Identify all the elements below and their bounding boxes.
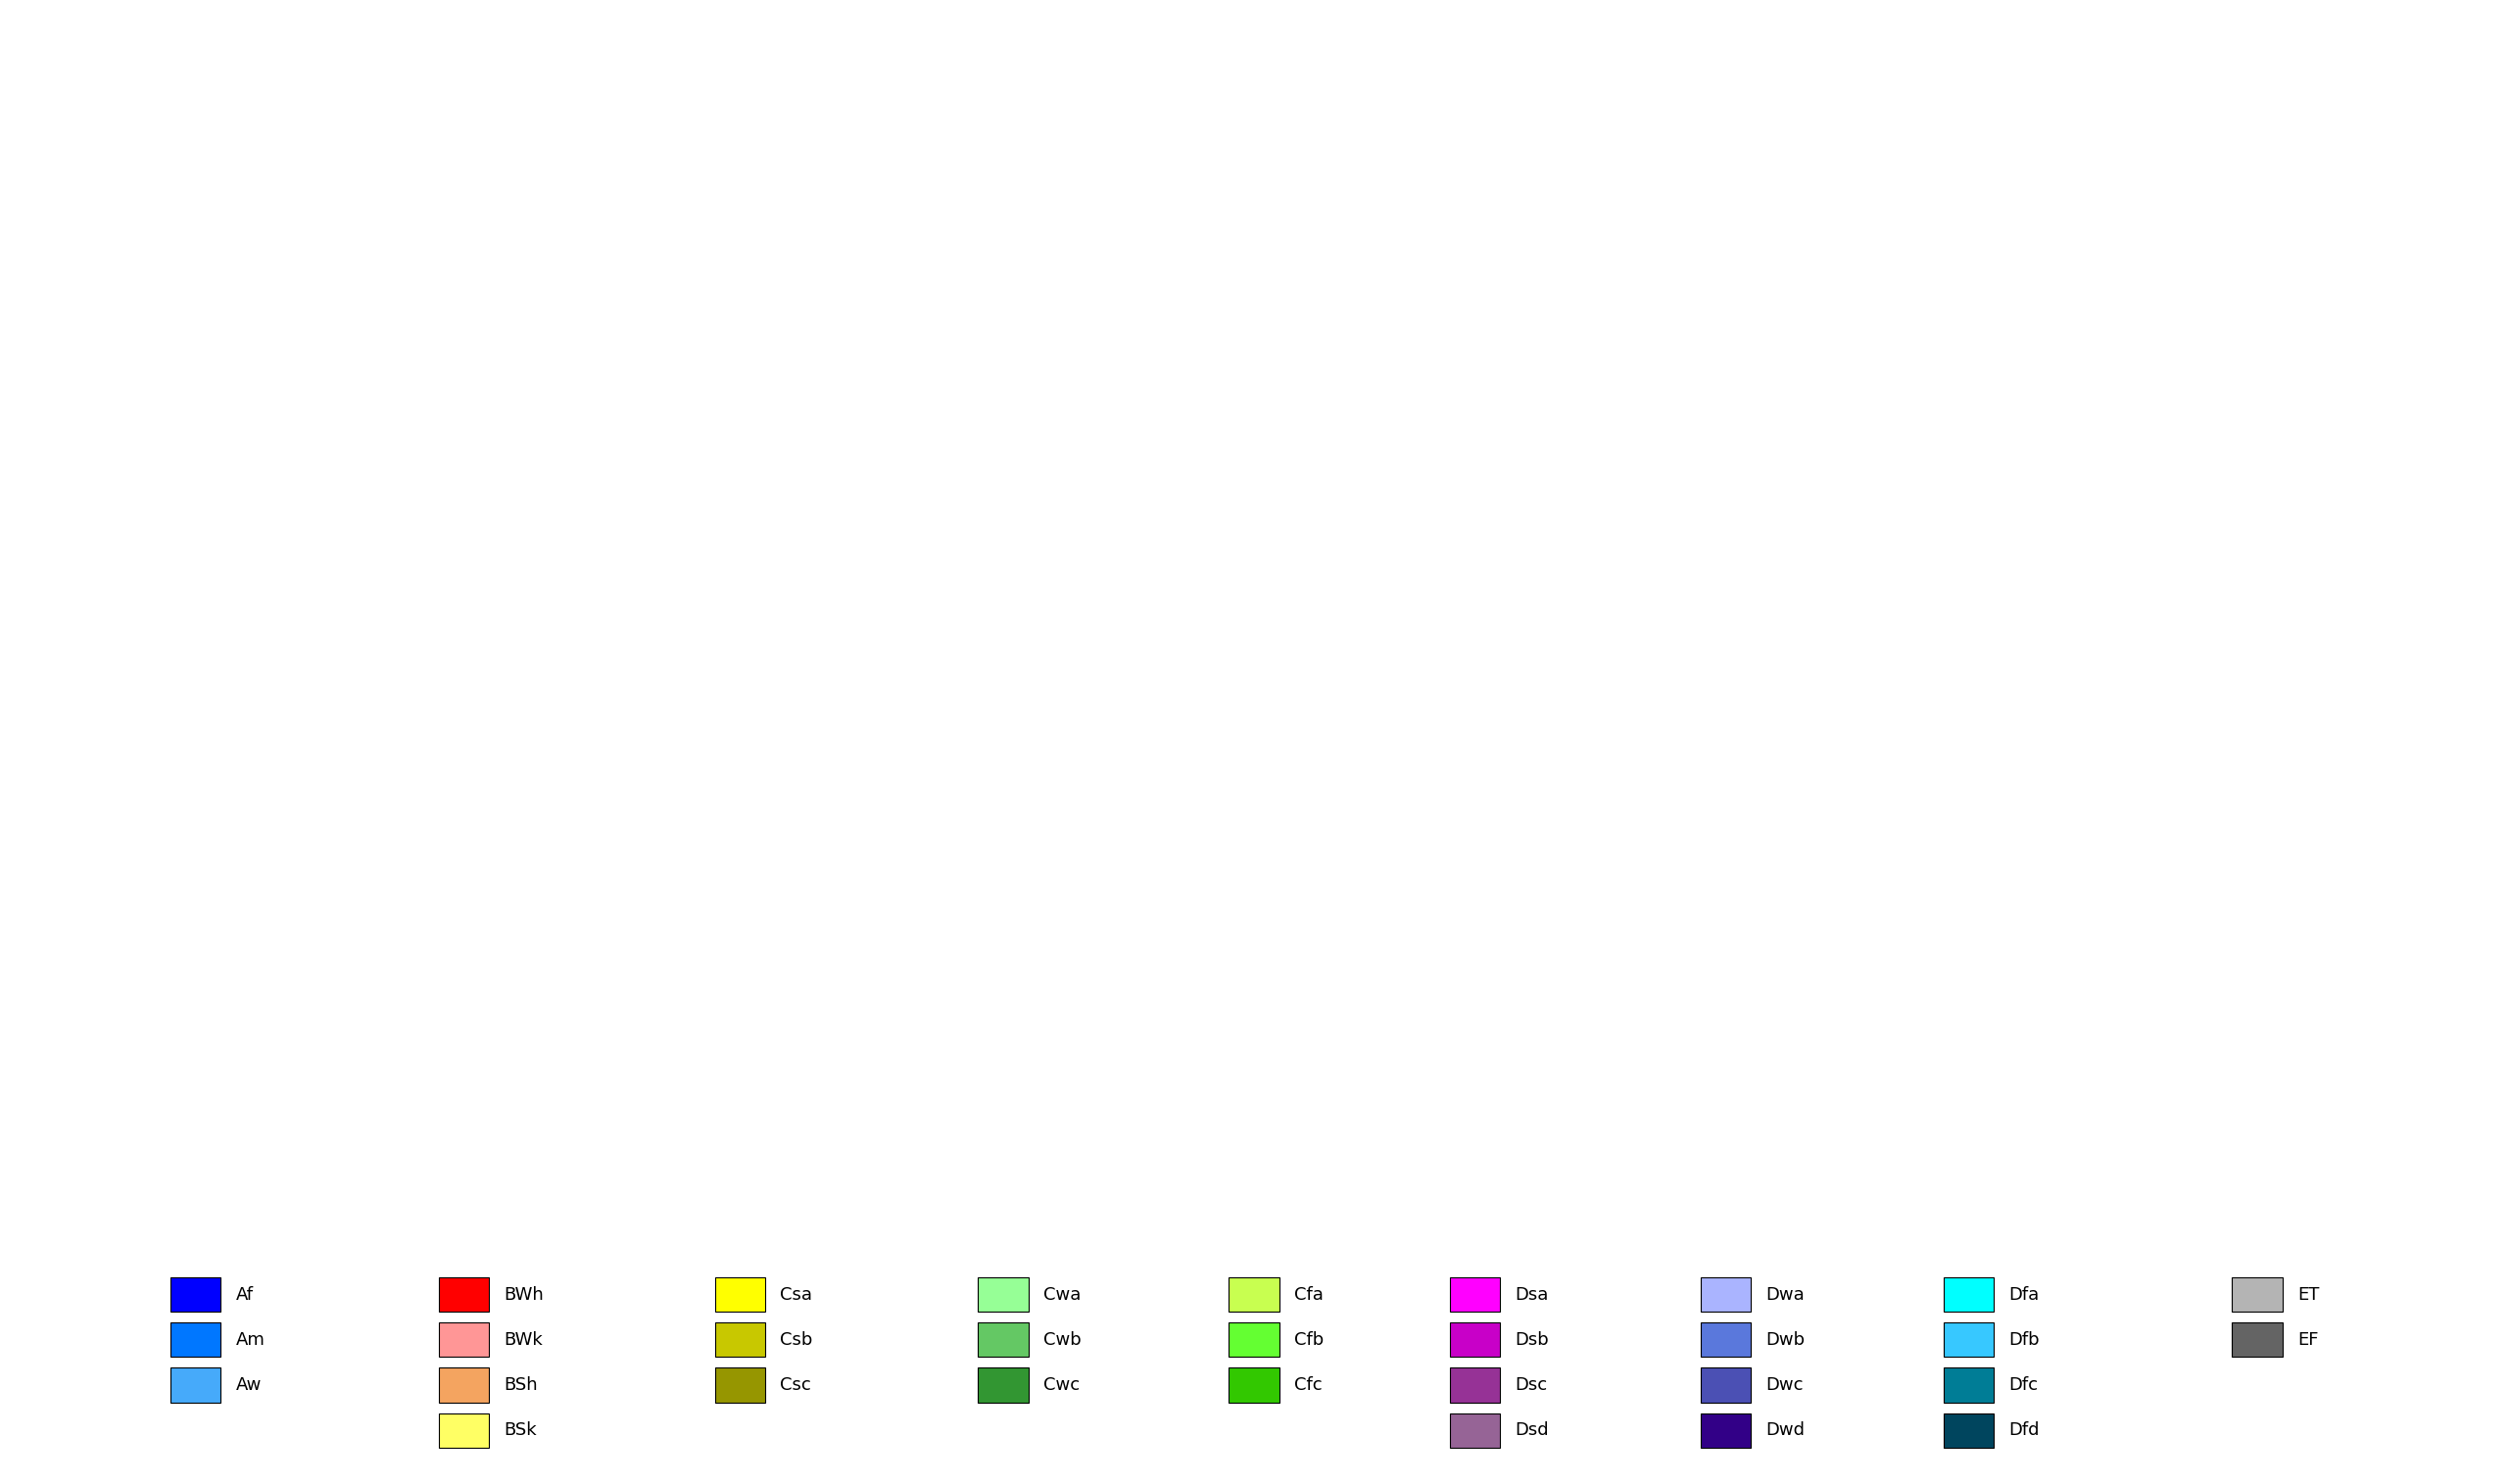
Text: Cwa: Cwa	[1043, 1285, 1081, 1303]
Text: Dwc: Dwc	[1766, 1376, 1803, 1393]
Text: Cwb: Cwb	[1043, 1331, 1081, 1349]
Text: Am: Am	[236, 1331, 266, 1349]
Text: Cfb: Cfb	[1294, 1331, 1324, 1349]
Text: Dwd: Dwd	[1766, 1422, 1806, 1439]
Bar	[1700, 1322, 1751, 1356]
Text: Dsa: Dsa	[1515, 1285, 1547, 1303]
Text: Csc: Csc	[780, 1376, 810, 1393]
Bar	[2232, 1322, 2282, 1356]
Bar	[1944, 1368, 1994, 1402]
Bar	[1700, 1278, 1751, 1312]
Bar	[1229, 1368, 1279, 1402]
Text: Dfc: Dfc	[2009, 1376, 2039, 1393]
Text: BWk: BWk	[504, 1331, 544, 1349]
Bar	[171, 1322, 221, 1356]
Bar	[1450, 1368, 1500, 1402]
Text: Af: Af	[236, 1285, 253, 1303]
Bar	[1229, 1278, 1279, 1312]
Text: BSk: BSk	[504, 1422, 537, 1439]
Bar	[1229, 1322, 1279, 1356]
Bar	[715, 1322, 765, 1356]
Bar	[1450, 1322, 1500, 1356]
Bar	[439, 1278, 489, 1312]
Text: Dfb: Dfb	[2009, 1331, 2039, 1349]
Bar	[978, 1322, 1028, 1356]
Text: Csa: Csa	[780, 1285, 813, 1303]
Text: Dsc: Dsc	[1515, 1376, 1547, 1393]
Text: Cfc: Cfc	[1294, 1376, 1322, 1393]
Bar	[978, 1368, 1028, 1402]
Bar	[715, 1368, 765, 1402]
Bar	[1700, 1413, 1751, 1447]
Text: Dwa: Dwa	[1766, 1285, 1806, 1303]
Text: BWh: BWh	[504, 1285, 544, 1303]
Bar	[1944, 1322, 1994, 1356]
Bar	[171, 1278, 221, 1312]
Bar	[1450, 1413, 1500, 1447]
Text: EF: EF	[2297, 1331, 2317, 1349]
Bar	[2232, 1278, 2282, 1312]
Text: Dwb: Dwb	[1766, 1331, 1806, 1349]
Bar	[978, 1278, 1028, 1312]
Text: Aw: Aw	[236, 1376, 261, 1393]
Text: ET: ET	[2297, 1285, 2320, 1303]
Text: Csb: Csb	[780, 1331, 813, 1349]
Text: Cfa: Cfa	[1294, 1285, 1324, 1303]
Bar	[439, 1322, 489, 1356]
Text: Cwc: Cwc	[1043, 1376, 1081, 1393]
Bar	[439, 1413, 489, 1447]
Bar	[1700, 1368, 1751, 1402]
Bar	[439, 1368, 489, 1402]
Text: Dfa: Dfa	[2009, 1285, 2039, 1303]
Text: Dsb: Dsb	[1515, 1331, 1550, 1349]
Bar	[1944, 1413, 1994, 1447]
Bar	[715, 1278, 765, 1312]
Text: BSh: BSh	[504, 1376, 539, 1393]
Text: Dsd: Dsd	[1515, 1422, 1550, 1439]
Text: Dfd: Dfd	[2009, 1422, 2039, 1439]
Bar	[1450, 1278, 1500, 1312]
Bar	[1944, 1278, 1994, 1312]
Bar	[171, 1368, 221, 1402]
